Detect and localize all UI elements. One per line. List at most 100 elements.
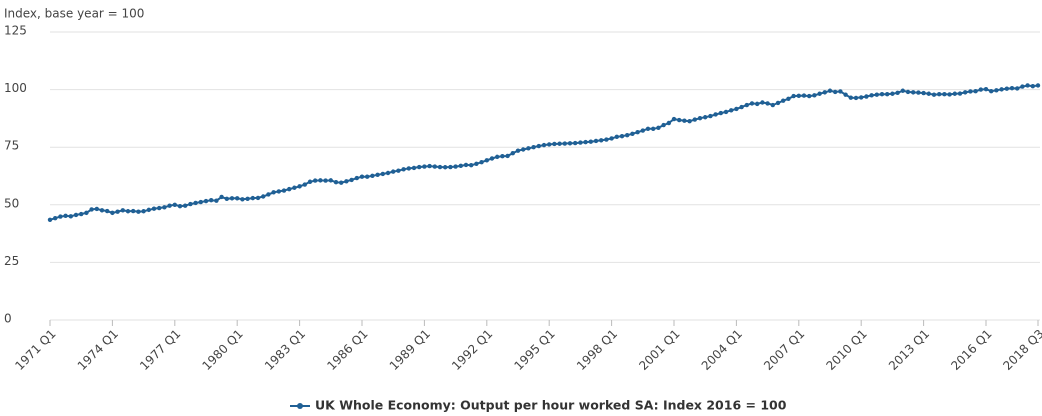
point [63,213,68,219]
point [323,178,328,183]
point [1035,83,1041,88]
point [890,91,895,96]
point [385,170,391,176]
point [489,156,495,161]
point [817,91,822,96]
point [1004,86,1009,91]
point [999,87,1004,92]
point [339,180,344,185]
point [229,196,235,201]
point [911,90,916,95]
point [292,185,297,190]
point [188,201,193,207]
point [401,167,406,172]
y-tick-label: 25 [4,254,19,268]
y-tick-label: 100 [4,81,27,95]
point [287,186,292,192]
point [786,96,791,102]
point [562,141,567,146]
point [536,143,541,149]
point [718,110,723,116]
point [136,209,141,214]
point [656,125,661,131]
x-tick-label: 2013 Q1 [886,327,932,373]
point [827,88,833,93]
point [313,178,318,183]
point [609,136,614,141]
point [1020,84,1025,89]
point [588,139,593,144]
point [651,126,656,131]
point [333,180,339,185]
point [593,138,599,144]
point [443,165,448,170]
point [541,142,547,148]
point [583,139,588,145]
legend-label: UK Whole Economy: Output per hour worked… [315,398,787,413]
point [167,203,172,208]
point [151,206,157,211]
point [302,182,307,187]
point [531,145,536,150]
point [760,100,765,105]
point [484,158,489,163]
point [869,93,874,98]
point [157,205,162,211]
point [942,92,947,97]
point [297,184,302,189]
point [99,208,105,213]
x-tick-label: 1983 Q1 [262,327,308,373]
point [515,148,521,153]
point [370,173,375,178]
y-tick-label: 125 [4,24,27,38]
point [125,209,131,214]
point [916,90,921,95]
point [89,207,94,212]
point [635,130,640,135]
point [812,93,817,98]
point [770,102,775,108]
point [271,190,276,195]
point [47,217,53,222]
point [885,92,890,97]
point [640,128,645,133]
point [115,209,120,214]
point [261,194,266,199]
point [567,141,573,146]
point [833,89,838,95]
point [94,206,100,212]
x-tick-label: 2016 Q1 [948,327,994,373]
point [427,163,432,169]
point [500,153,505,159]
point [708,113,713,119]
point [625,133,630,138]
point [240,197,245,202]
point [505,153,510,159]
point [937,92,942,97]
point [495,154,500,160]
point [380,171,385,177]
point [807,93,812,99]
point [79,211,84,217]
point [895,90,900,96]
point [84,210,89,216]
point [900,88,905,93]
point [162,205,167,210]
point [209,197,214,203]
point [214,198,219,203]
point [131,208,136,214]
x-tick-label: 2010 Q1 [824,327,870,373]
point [630,131,635,137]
point [573,140,578,146]
x-tick-label: 1980 Q1 [200,327,246,373]
point [781,98,786,103]
point [411,165,417,171]
x-tick-label: 2004 Q1 [699,327,745,373]
point [801,93,807,98]
point [521,147,526,152]
x-tick-label: 2001 Q1 [636,327,682,373]
point [406,166,411,171]
point [848,95,853,100]
point [859,95,864,100]
